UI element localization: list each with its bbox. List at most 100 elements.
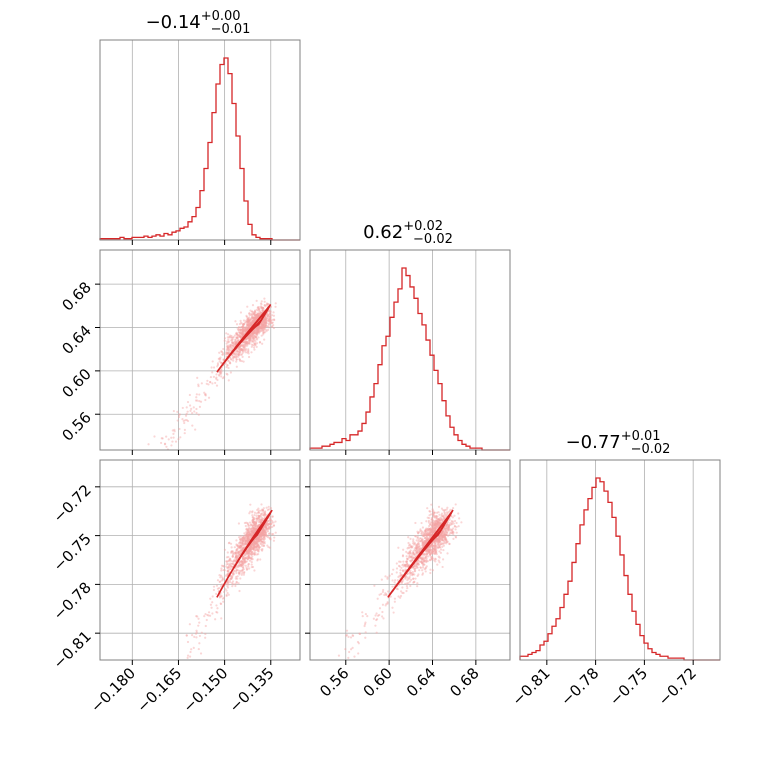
sample-point [255,331,259,335]
sample-point [262,325,265,328]
sample-point [454,535,457,538]
sample-point [448,542,451,546]
sample-point [257,332,260,335]
sample-point [256,312,259,316]
sample-point [192,646,195,649]
sample-point [420,556,423,559]
sample-point [215,592,218,596]
sample-point [421,557,424,560]
sample-point [416,582,419,585]
sample-point [260,531,263,534]
sample-point [223,339,226,342]
sample-point [231,344,235,347]
sample-point [227,340,231,343]
sample-point [253,316,256,319]
sample-point [195,615,198,618]
sample-point [219,371,222,374]
sample-point [234,353,237,356]
sample-point [434,522,437,525]
sample-point [253,328,257,332]
sample-point [432,530,435,533]
sample-point [430,528,434,531]
sample-point [237,551,240,554]
sample-point [223,548,227,551]
sample-point [246,537,249,540]
sample-point [262,326,265,329]
sample-point [246,521,249,525]
sample-point [242,555,245,559]
sample-point [440,537,443,540]
sample-point [409,545,413,549]
sample-point [442,527,446,531]
sample-point [443,539,446,542]
sample-point [230,565,233,568]
sample-point [241,355,244,358]
sample-point [422,532,425,535]
sample-point [442,534,445,538]
sample-point [405,560,408,563]
sample-point [423,563,426,566]
sample-point [204,636,207,639]
sample-point [259,534,262,538]
sample-point [445,523,449,526]
sample-point [244,540,247,543]
sample-point [198,642,201,645]
sample-point [226,364,229,367]
sample-point [259,326,262,330]
sample-point [255,545,258,548]
sample-point [440,530,444,534]
sample-point [235,568,238,571]
sample-point [269,518,272,521]
sample-point [455,525,458,529]
sample-point [257,550,260,553]
sample-point [245,329,248,332]
sample-point [266,528,269,531]
sample-point [261,323,264,326]
sample-point [199,400,203,403]
sample-point [242,360,245,363]
sample-point [254,336,258,339]
sample-point [256,537,260,540]
sample-point [442,548,445,552]
sample-point [428,531,432,534]
sample-point [432,531,435,534]
sample-point [406,586,409,590]
y-tick-label: 0.68 [58,278,94,314]
sample-point [234,350,237,353]
sample-point [178,665,180,667]
sample-point [415,547,419,550]
sample-point [262,530,265,533]
sample-point [255,553,258,556]
sample-point [204,394,207,397]
sample-point [265,530,268,533]
sample-point [226,340,229,343]
sample-point [238,335,242,339]
sample-point [262,527,265,531]
sample-point [251,321,254,324]
sample-point [253,511,257,514]
sample-point [427,538,430,542]
sample-point [433,529,436,533]
sample-point [225,345,229,348]
sample-point [427,538,431,541]
sample-point [251,322,254,325]
sample-point [231,338,234,341]
sample-point [253,312,256,316]
sample-point [425,555,428,558]
sample-point [244,533,247,536]
sample-point [253,330,256,333]
sample-point [264,318,267,321]
sample-point [416,574,419,578]
sample-point [259,322,263,325]
sample-point [178,413,181,416]
sample-point [399,590,403,593]
sample-point [245,535,248,538]
sample-point [262,531,266,534]
sample-point [255,540,258,543]
sample-point [241,555,244,558]
sample-point [262,323,265,326]
sample-point [417,559,420,562]
sample-point [221,577,225,580]
sample-point [452,522,455,525]
sample-point [260,521,263,524]
